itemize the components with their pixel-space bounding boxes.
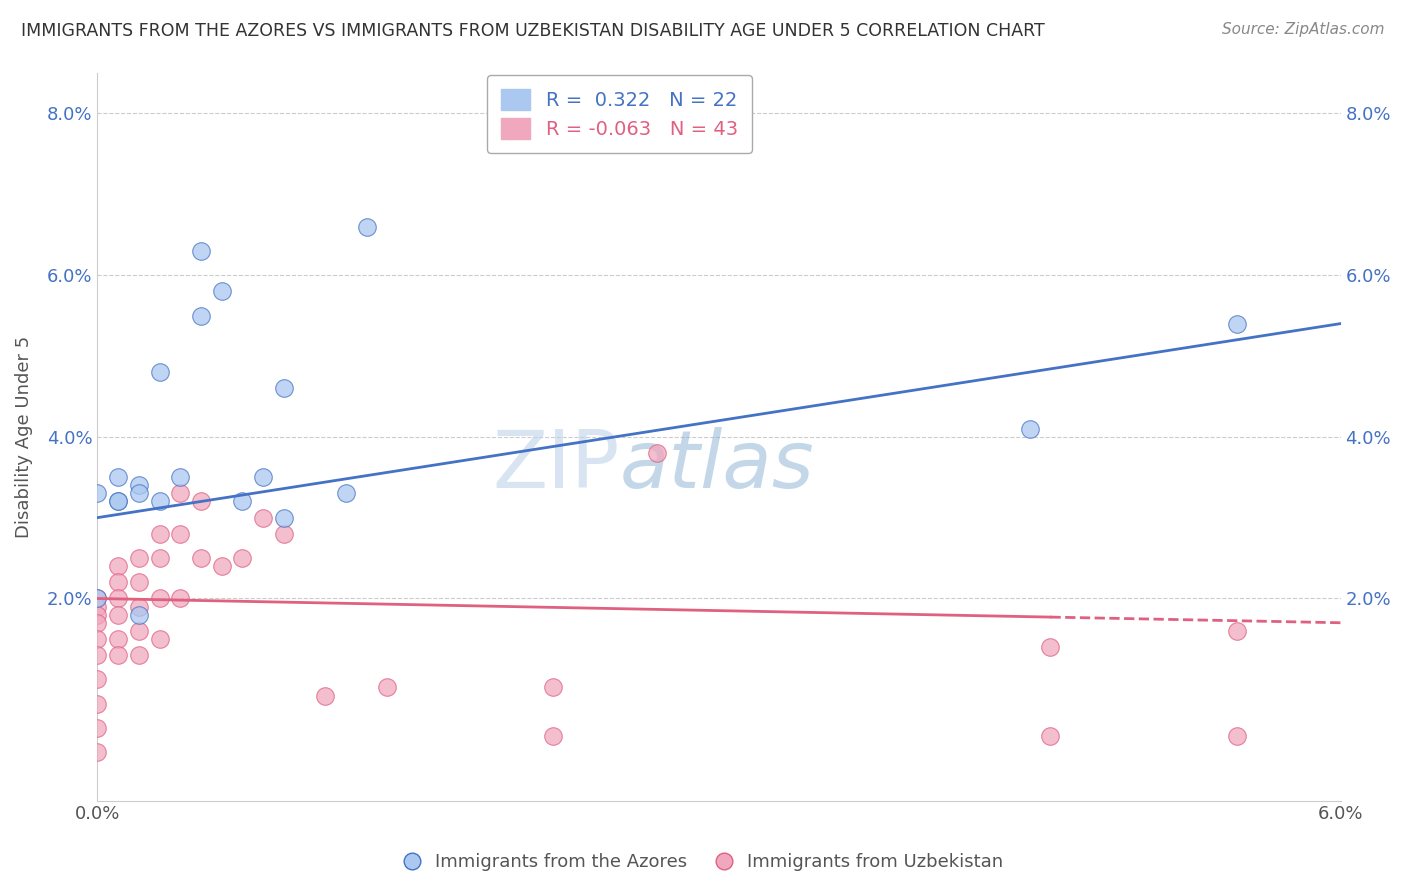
Point [273,526,295,541]
Point [211,559,233,574]
Legend: R =  0.322   N = 22, R = -0.063   N = 43: R = 0.322 N = 22, R = -0.063 N = 43 [488,76,752,153]
Point [86,607,108,622]
Point [107,632,129,646]
Point [190,551,212,566]
Point [86,591,108,606]
Point [1039,640,1062,654]
Point [169,486,191,500]
Point [148,632,170,646]
Point [541,681,564,695]
Point [107,494,129,508]
Point [211,285,233,299]
Text: atlas: atlas [620,427,814,505]
Point [231,494,253,508]
Point [148,591,170,606]
Point [1226,624,1249,638]
Legend: Immigrants from the Azores, Immigrants from Uzbekistan: Immigrants from the Azores, Immigrants f… [395,847,1011,879]
Point [273,510,295,524]
Point [169,591,191,606]
Point [148,365,170,379]
Point [86,615,108,630]
Point [231,551,253,566]
Point [148,551,170,566]
Point [128,486,150,500]
Point [86,673,108,687]
Point [86,599,108,614]
Point [107,591,129,606]
Point [252,510,274,524]
Point [252,470,274,484]
Y-axis label: Disability Age Under 5: Disability Age Under 5 [15,335,32,538]
Text: IMMIGRANTS FROM THE AZORES VS IMMIGRANTS FROM UZBEKISTAN DISABILITY AGE UNDER 5 : IMMIGRANTS FROM THE AZORES VS IMMIGRANTS… [21,22,1045,40]
Point [1039,729,1062,743]
Point [128,599,150,614]
Point [128,607,150,622]
Point [86,745,108,759]
Point [190,494,212,508]
Point [86,591,108,606]
Text: Source: ZipAtlas.com: Source: ZipAtlas.com [1222,22,1385,37]
Point [645,446,668,460]
Point [86,721,108,735]
Point [541,729,564,743]
Text: ZIP: ZIP [492,427,620,505]
Point [107,470,129,484]
Point [190,309,212,323]
Point [107,494,129,508]
Point [128,624,150,638]
Point [86,697,108,711]
Point [356,219,378,234]
Point [128,551,150,566]
Point [107,648,129,662]
Point [148,526,170,541]
Point [169,470,191,484]
Point [273,381,295,395]
Point [1018,422,1040,436]
Point [107,575,129,590]
Point [335,486,357,500]
Point [107,607,129,622]
Point [190,244,212,258]
Point [128,478,150,492]
Point [148,494,170,508]
Point [107,559,129,574]
Point [128,575,150,590]
Point [1226,317,1249,331]
Point [86,632,108,646]
Point [86,486,108,500]
Point [314,689,336,703]
Point [86,648,108,662]
Point [128,648,150,662]
Point [1226,729,1249,743]
Point [377,681,399,695]
Point [169,526,191,541]
